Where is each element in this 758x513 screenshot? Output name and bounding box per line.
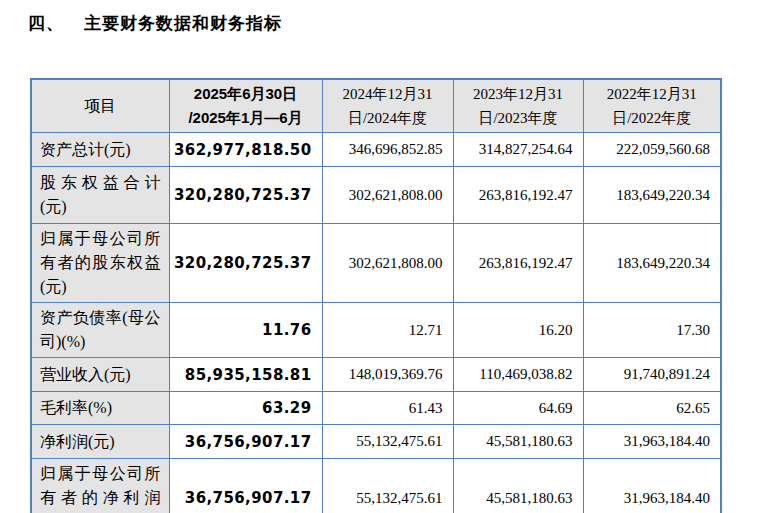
cell-value: 302,621,808.00 <box>322 167 453 224</box>
table-row-debt-ratio: 资产负债率(母公司)(%) 11.76 12.71 16.20 17.30 <box>31 303 721 358</box>
cell-value: 183,649,220.34 <box>583 224 721 303</box>
row-label: 归属于母公司所有者的净利润(元) <box>31 459 169 513</box>
table-row-equity-attributable-to-parent: 归属于母公司所有者的股东权益(元) 320,280,725.37 302,621… <box>31 224 721 303</box>
cell-value: 16.20 <box>453 303 583 358</box>
table-row-net-profit-attributable-to-parent: 归属于母公司所有者的净利润(元) 36,756,907.17 55,132,47… <box>31 459 721 513</box>
document-page: 四、 主要财务数据和财务指标 项目 2025年6月30日 /2025年1月—6月 … <box>0 0 758 513</box>
cell-value: 64.69 <box>453 392 583 425</box>
cell-value: 110,469,038.82 <box>453 358 583 392</box>
table-row-net-profit: 净利润(元) 36,756,907.17 55,132,475.61 45,58… <box>31 425 721 459</box>
header-cell-item: 项目 <box>31 79 169 133</box>
cell-value: 346,696,852.85 <box>322 133 453 167</box>
cell-value: 61.43 <box>322 392 453 425</box>
header-cell-period-2024: 2024年12月31 日/2024年度 <box>322 79 453 133</box>
header-period-line: 日/2024年度 <box>325 106 451 130</box>
header-cell-period-2023: 2023年12月31 日/2023年度 <box>453 79 583 133</box>
cell-value: 63.29 <box>169 392 322 425</box>
cell-value: 91,740,891.24 <box>583 358 721 392</box>
header-period-line: 日/2022年度 <box>586 106 719 130</box>
header-period-line: /2025年1月—6月 <box>172 106 320 130</box>
row-label: 营业收入(元) <box>31 358 169 392</box>
row-label: 资产总计(元) <box>31 133 169 167</box>
cell-value: 302,621,808.00 <box>322 224 453 303</box>
cell-value: 263,816,192.47 <box>453 224 583 303</box>
section-number: 四、 <box>28 14 64 33</box>
cell-value: 148,019,369.76 <box>322 358 453 392</box>
cell-value: 45,581,180.63 <box>453 459 583 513</box>
cell-value: 11.76 <box>169 303 322 358</box>
header-period-line: 2025年6月30日 <box>172 82 320 106</box>
cell-value: 17.30 <box>583 303 721 358</box>
table-header-row: 项目 2025年6月30日 /2025年1月—6月 2024年12月31 日/2… <box>31 79 721 133</box>
cell-value: 320,280,725.37 <box>169 167 322 224</box>
row-label: 股东权益合计(元) <box>31 167 169 224</box>
section-title: 四、 主要财务数据和财务指标 <box>28 12 282 35</box>
header-period-line: 日/2023年度 <box>456 106 581 130</box>
cell-value: 31,963,184.40 <box>583 459 721 513</box>
cell-value: 31,963,184.40 <box>583 425 721 459</box>
cell-value: 320,280,725.37 <box>169 224 322 303</box>
cell-value: 183,649,220.34 <box>583 167 721 224</box>
cell-value: 85,935,158.81 <box>169 358 322 392</box>
cell-value: 55,132,475.61 <box>322 425 453 459</box>
financial-data-table: 项目 2025年6月30日 /2025年1月—6月 2024年12月31 日/2… <box>30 78 722 513</box>
cell-value: 362,977,818.50 <box>169 133 322 167</box>
cell-value: 45,581,180.63 <box>453 425 583 459</box>
cell-value: 263,816,192.47 <box>453 167 583 224</box>
cell-value: 36,756,907.17 <box>169 425 322 459</box>
cell-value: 222,059,560.68 <box>583 133 721 167</box>
row-label: 归属于母公司所有者的股东权益(元) <box>31 224 169 303</box>
row-label: 毛利率(%) <box>31 392 169 425</box>
cell-value: 62.65 <box>583 392 721 425</box>
header-cell-period-2025: 2025年6月30日 /2025年1月—6月 <box>169 79 322 133</box>
header-period-line: 2022年12月31 <box>586 82 719 106</box>
row-label: 净利润(元) <box>31 425 169 459</box>
section-title-text: 主要财务数据和财务指标 <box>84 14 282 33</box>
cell-value: 36,756,907.17 <box>169 459 322 513</box>
cell-value: 55,132,475.61 <box>322 459 453 513</box>
cell-value: 12.71 <box>322 303 453 358</box>
header-cell-period-2022: 2022年12月31 日/2022年度 <box>583 79 721 133</box>
table-row-total-assets: 资产总计(元) 362,977,818.50 346,696,852.85 31… <box>31 133 721 167</box>
cell-value: 314,827,254.64 <box>453 133 583 167</box>
table-row-total-equity: 股东权益合计(元) 320,280,725.37 302,621,808.00 … <box>31 167 721 224</box>
header-period-line: 2023年12月31 <box>456 82 581 106</box>
table-row-operating-revenue: 营业收入(元) 85,935,158.81 148,019,369.76 110… <box>31 358 721 392</box>
header-period-line: 2024年12月31 <box>325 82 451 106</box>
table-row-gross-margin: 毛利率(%) 63.29 61.43 64.69 62.65 <box>31 392 721 425</box>
row-label: 资产负债率(母公司)(%) <box>31 303 169 358</box>
